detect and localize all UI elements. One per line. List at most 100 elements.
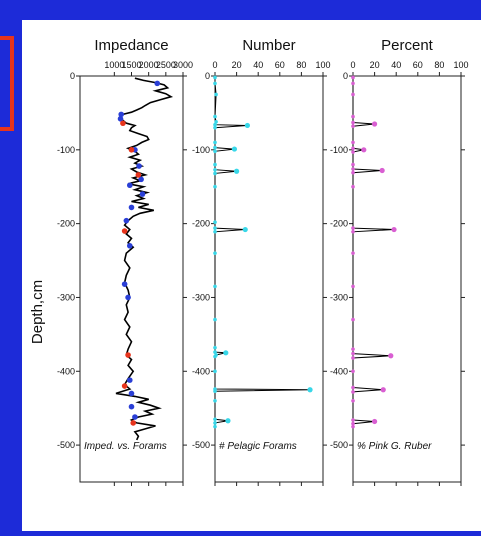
data-point [213,184,217,189]
blue-markers-point [138,176,144,183]
data-point [213,350,217,354]
x-tick-label: 20 [232,60,242,70]
data-point [372,121,378,127]
y-axis-label: Depth,cm [29,280,46,344]
data-point [372,418,378,425]
data-point [351,356,355,360]
blue-markers-point [136,163,142,169]
data-point [351,424,355,429]
blue-markers-point [123,217,130,224]
track-note: # Pelagic Forams [219,441,297,452]
blue-markers-point [121,281,128,287]
blue-markers-point [128,204,135,211]
data-point [213,171,217,176]
data-point [213,417,217,422]
x-tick-label: 1000 [104,60,124,70]
figure-panel: Depth,cm Impedance 1000 1500 2000 2500 3000 0-… [22,20,481,531]
data-point [351,120,355,125]
data-point [213,284,217,289]
data-point [351,229,355,234]
data-point [361,147,367,153]
x-tick-label: 60 [275,60,285,70]
red-markers-point [120,120,126,127]
y-tick-label: -200 [192,219,210,229]
data-point [351,317,355,322]
blue-markers-point [126,242,133,249]
track-title: Impedance [94,37,168,54]
data-point [351,421,355,426]
red-markers-point [135,172,142,178]
blue-markers-point [139,191,146,197]
data-point [213,125,217,130]
data-point [380,387,386,393]
blue-markers-point [125,294,131,301]
data-point [213,220,217,224]
data-point [213,122,217,127]
data-point [351,92,355,97]
y-tick-label: -400 [192,366,210,376]
data-point [213,421,217,425]
data-point [351,226,355,230]
data-point [351,385,355,390]
data-point [213,226,217,230]
data-point [213,81,217,86]
data-point [213,345,217,350]
data-point [351,114,355,119]
y-tick-label: -500 [57,440,75,450]
red-markers-point [121,383,128,389]
x-tick-label: 2000 [139,60,159,70]
figure-svg: Depth,cm Impedance100015002000250030000-… [29,37,469,486]
red-markers-point [130,420,137,426]
x-tick-label: 100 [453,60,468,70]
data-point [351,140,355,145]
track-title: Percent [381,37,434,54]
y-tick-label: 0 [70,71,75,81]
series-line [352,77,395,427]
blue-markers-point [118,111,124,118]
data-point [213,145,217,150]
x-tick-label: 0 [350,60,355,70]
y-tick-label: -100 [330,145,348,155]
data-point [351,351,355,356]
data-point [213,162,217,167]
data-point [379,167,385,174]
data-point [213,75,217,80]
data-point [351,162,355,167]
data-point [351,184,355,189]
data-point [244,122,250,129]
data-point [213,114,217,119]
data-point [214,92,218,97]
data-point [351,390,355,394]
data-point [351,284,355,289]
data-point [351,167,355,171]
data-point [213,140,217,145]
x-tick-label: 40 [253,60,263,70]
data-point [351,251,355,255]
data-point [351,399,355,403]
x-tick-label: 80 [296,60,306,70]
data-point [213,369,217,374]
blue-markers-point [128,390,135,397]
x-tick-label: 80 [434,60,444,70]
red-markers-point [121,228,128,234]
blue-markers-point [126,182,133,189]
x-tick-label: 20 [370,60,380,70]
series-line [214,77,311,427]
data-point [225,418,231,424]
data-point [214,119,218,124]
track-note: Imped. vs. Forams [84,441,167,452]
data-point [213,229,217,234]
blue-markers-point [128,403,135,410]
y-tick-label: -200 [330,219,348,229]
data-point [307,387,313,393]
data-point [351,124,355,128]
data-point [351,146,355,151]
x-tick-label: 40 [391,60,401,70]
data-point [223,350,229,356]
y-tick-label: -500 [192,440,210,450]
track-3: Percent 0 20 40 60 80 100 0 -100 -200 -300 -400 -500… [330,37,469,486]
data-point [231,146,238,152]
data-point [351,347,355,351]
data-point [213,317,217,322]
track-title: Number [242,37,295,54]
